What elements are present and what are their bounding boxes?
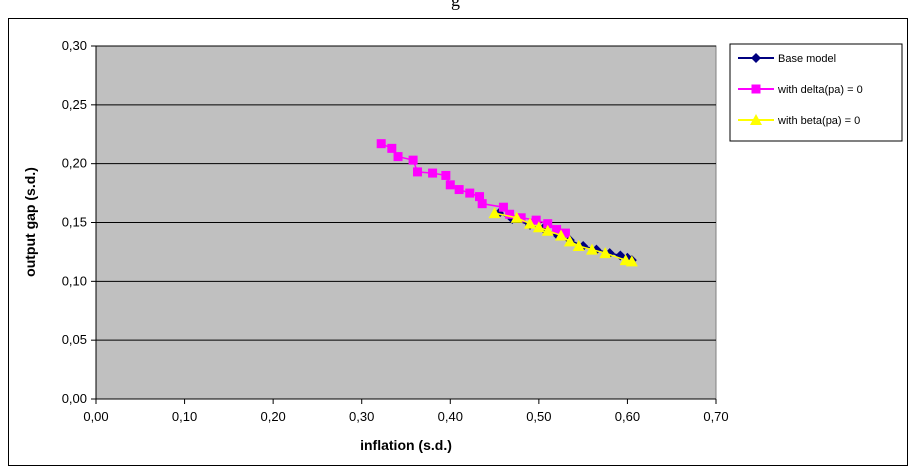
data-point [516,213,526,223]
data-point [408,155,418,165]
y-tick-label: 0,20 [62,156,87,171]
data-point [393,152,403,162]
data-point [488,207,501,219]
x-axis-label: inflation (s.d.) [360,437,452,453]
legend-label: Base model [778,53,836,65]
data-point [376,139,386,149]
data-point [477,199,487,209]
x-tick-label: 0,60 [615,409,640,424]
x-axis-ticks: 0,00 0,10 0,20 0,30 0,40 0,50 0,60 0,70 [83,399,729,424]
data-point [625,255,638,267]
figure-caption: g [0,0,911,11]
x-tick-label: 0,50 [526,409,551,424]
data-point [445,180,455,190]
legend-label: with beta(pa) = 0 [777,115,860,127]
data-point [413,167,423,177]
x-tick-label: 0,70 [703,409,728,424]
data-point [599,247,612,259]
data-point [524,217,536,229]
data-point [465,188,475,198]
x-tick-label: 0,00 [83,409,108,424]
x-tick-label: 0,10 [172,409,197,424]
legend-swatch-marker [750,114,762,125]
data-point [543,219,553,229]
data-point [454,185,464,195]
chart-frame: 0,00 0,05 0,10 0,15 0,20 0,25 0,30 0,00 0,10 0,2… [8,18,908,466]
y-tick-label: 0,10 [62,273,87,288]
data-point [532,221,545,233]
x-tick-label: 0,30 [349,409,374,424]
series-2 [488,207,638,267]
data-point [572,240,585,252]
y-tick-label: 0,05 [62,332,87,347]
data-point [555,229,567,241]
data-point [560,228,570,238]
data-point [586,243,598,255]
data-point [563,235,576,247]
data-point [387,143,397,153]
data-point [475,192,485,202]
gridlines [96,45,716,341]
x-tick-label: 0,40 [438,409,463,424]
data-point [541,224,554,236]
figure-caption-left: g [451,0,460,10]
y-tick-label: 0,00 [62,391,87,406]
data-point [510,211,523,223]
y-axis-ticks: 0,00 0,05 0,10 0,15 0,20 0,25 0,30 [62,38,96,406]
y-axis-label: output gap (s.d.) [22,167,38,277]
series-1 [376,139,570,238]
data-point [552,225,562,235]
data-point [428,168,438,178]
series-layer [376,139,638,267]
data-point [498,202,508,212]
y-tick-label: 0,25 [62,97,87,112]
data-point [441,170,451,180]
legend-swatch-marker [751,84,761,94]
x-tick-label: 0,20 [260,409,285,424]
chart-svg: 0,00 0,05 0,10 0,15 0,20 0,25 0,30 0,00 0,10 0,2… [22,38,903,453]
legend: Base model with delta(pa) = 0 with beta(pa… [729,43,903,142]
data-point [505,209,515,219]
legend-swatch-marker [751,53,761,63]
y-tick-label: 0,15 [62,215,87,230]
data-point [531,215,541,225]
legend-label: with delta(pa) = 0 [777,84,863,96]
y-tick-label: 0,30 [62,38,87,53]
